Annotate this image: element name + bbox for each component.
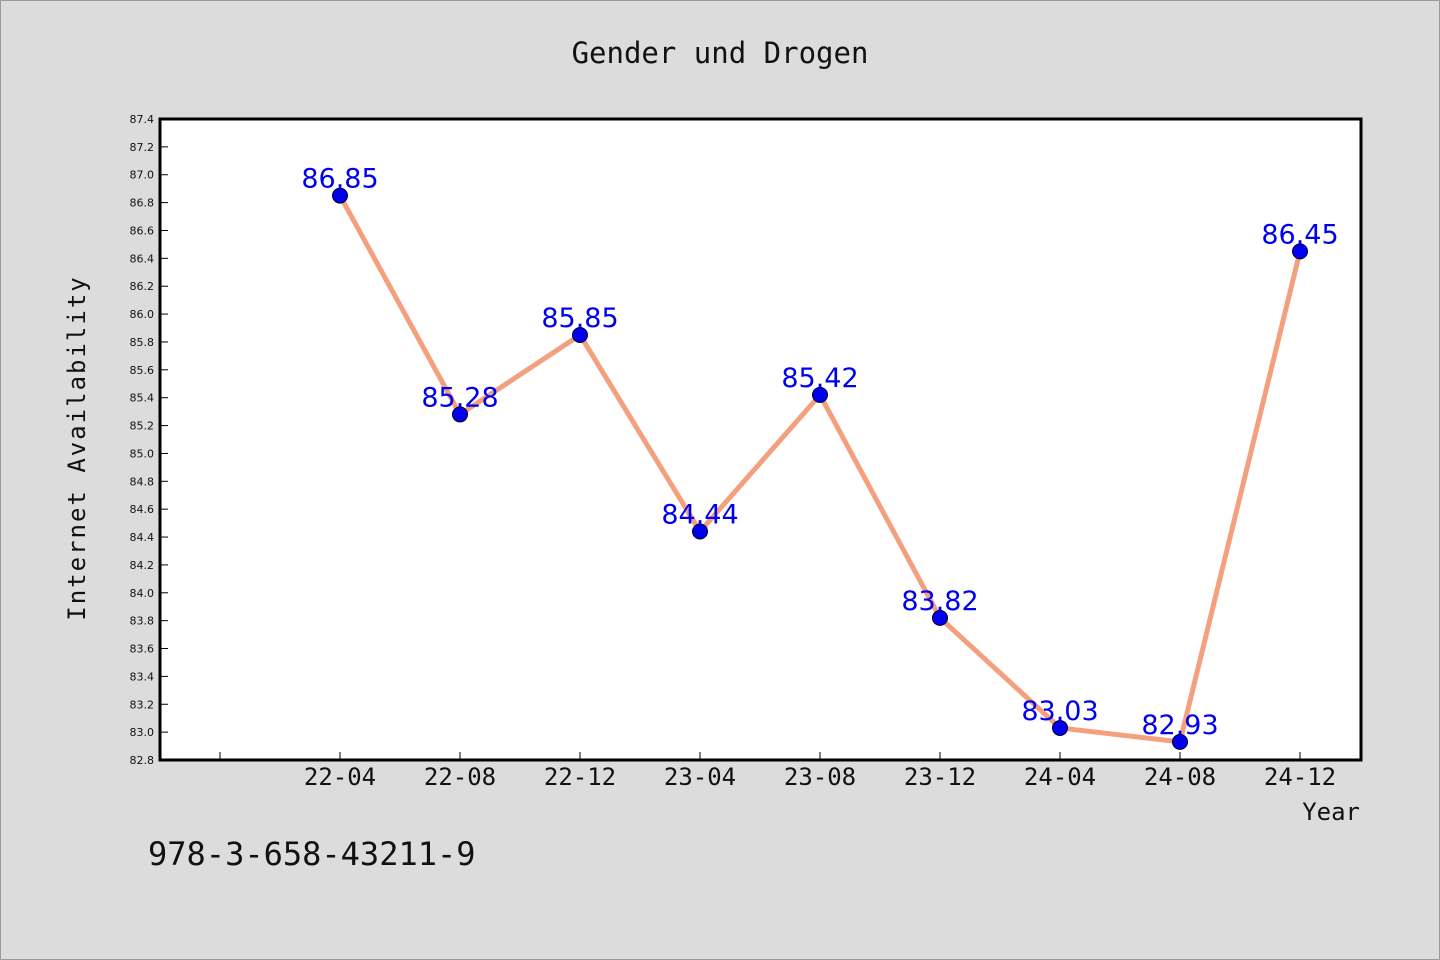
y-tick-label: 83.0 <box>130 726 155 739</box>
data-point <box>1052 719 1068 736</box>
y-tick-label: 84.4 <box>130 531 155 544</box>
y-tick-label: 85.4 <box>130 392 155 405</box>
y-tick-label: 85.6 <box>130 364 155 377</box>
data-label: 83.82 <box>901 586 978 617</box>
data-label: 85.42 <box>781 363 858 394</box>
data-point <box>812 386 828 403</box>
data-point <box>1292 243 1308 260</box>
y-tick-label: 83.4 <box>130 670 155 683</box>
x-tick-label: 24-04 <box>1024 763 1096 791</box>
data-point <box>1172 733 1188 750</box>
y-tick-label: 83.6 <box>130 643 155 656</box>
x-tick-label: 23-08 <box>784 763 856 791</box>
y-tick-label: 87.4 <box>130 113 155 126</box>
x-tick-label: 22-08 <box>424 763 496 791</box>
y-tick-label: 84.8 <box>130 475 155 488</box>
data-label: 85.85 <box>541 303 618 334</box>
data-point <box>452 406 468 423</box>
y-tick-label: 85.0 <box>130 447 155 460</box>
y-tick-label: 85.8 <box>130 336 155 349</box>
y-tick-label: 86.8 <box>130 197 155 210</box>
x-tick-label: 23-12 <box>904 763 976 791</box>
y-tick-label: 84.2 <box>130 559 155 572</box>
y-tick-label: 86.0 <box>130 308 155 321</box>
chart-title: Gender und Drogen <box>572 36 869 70</box>
data-point <box>692 523 708 540</box>
x-tick-label: 24-08 <box>1144 763 1216 791</box>
y-tick-label: 86.4 <box>130 252 155 265</box>
y-tick-label: 84.6 <box>130 503 155 516</box>
series-line: 86.85 85.28 85.85 84.44 85.42 83.82 83.03 82.93… <box>301 164 1339 750</box>
y-tick-label: 86.6 <box>130 224 155 237</box>
data-point <box>332 187 348 204</box>
data-label: 83.03 <box>1021 696 1098 727</box>
y-tick-label: 83.8 <box>130 615 155 628</box>
y-tick-label: 85.2 <box>130 420 155 433</box>
y-tick-label: 87.0 <box>130 169 155 182</box>
y-tick-label: 86.2 <box>130 280 155 293</box>
y-axis-label: Internet Availability <box>63 275 91 620</box>
x-tick-label: 22-12 <box>544 763 616 791</box>
y-tick-label: 82.8 <box>130 754 155 767</box>
data-point <box>572 326 588 343</box>
data-label: 86.45 <box>1261 219 1338 250</box>
y-axis: 82.8 83.0 83.2 83.4 83.6 83.8 84.0 84.2 84.4 84.6… <box>130 113 168 767</box>
y-tick-label: 83.2 <box>130 698 155 711</box>
data-label: 85.28 <box>421 382 498 413</box>
x-axis-label: Year <box>1302 798 1360 826</box>
x-tick-label: 24-12 <box>1264 763 1336 791</box>
plot-area <box>158 117 1363 762</box>
data-label: 86.85 <box>301 164 378 195</box>
x-axis: 22-04 22-08 22-12 23-04 23-08 23-12 24-04 24-08… <box>219 752 1336 791</box>
data-label: 84.44 <box>661 499 738 530</box>
x-tick-label: 22-04 <box>304 763 376 791</box>
isbn-label: 978-3-658-43211-9 <box>148 835 476 873</box>
x-tick-label: 23-04 <box>664 763 736 791</box>
data-point <box>932 609 948 626</box>
y-tick-label: 84.0 <box>130 587 155 600</box>
y-tick-label: 87.2 <box>130 141 155 154</box>
data-label: 82.93 <box>1141 710 1218 741</box>
